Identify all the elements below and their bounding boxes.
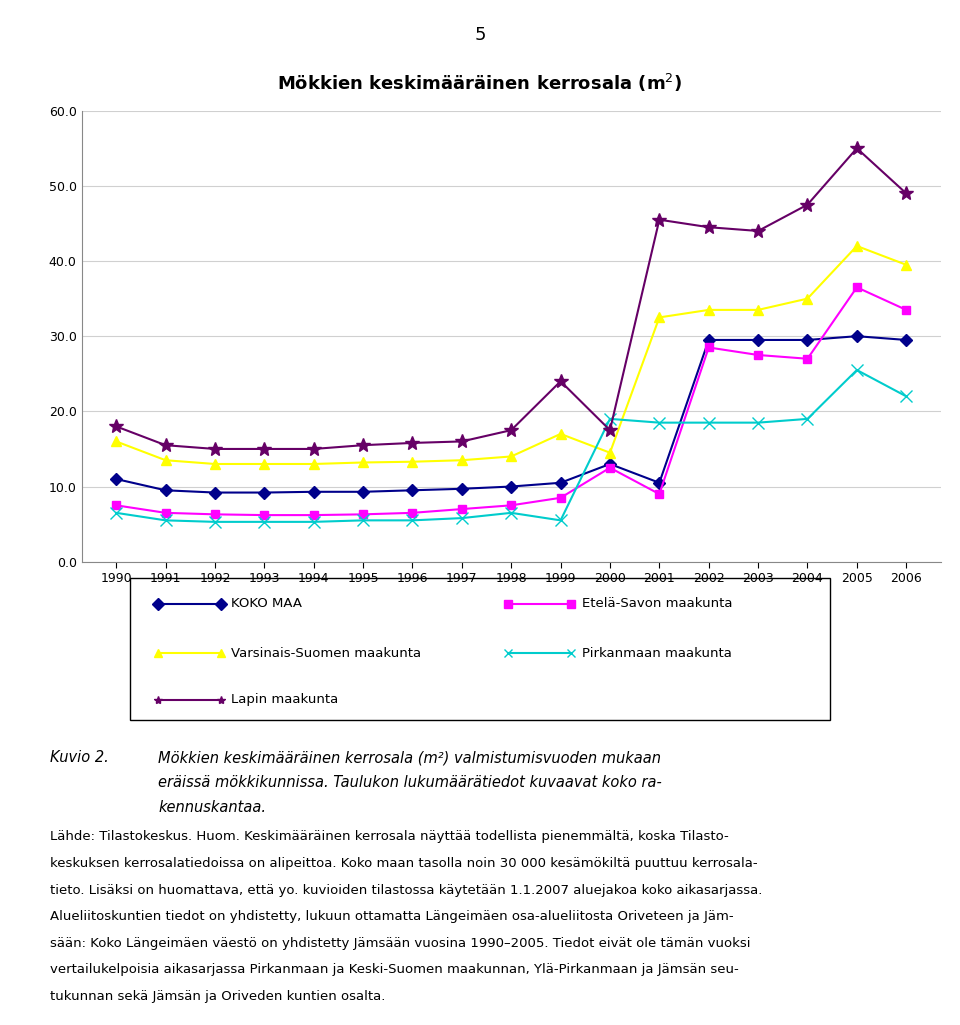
Text: Pirkanmaan maakunta: Pirkanmaan maakunta	[582, 647, 732, 659]
Text: KOKO MAA: KOKO MAA	[231, 597, 302, 610]
Text: Varsinais-Suomen maakunta: Varsinais-Suomen maakunta	[231, 647, 421, 659]
Text: keskuksen kerrosalatiedoissa on alipeittoa. Koko maan tasolla noin 30 000 kesämö: keskuksen kerrosalatiedoissa on alipeitt…	[50, 857, 757, 870]
Text: Mökkien keskimääräinen kerrosala (m²) valmistumisvuoden mukaan: Mökkien keskimääräinen kerrosala (m²) va…	[158, 750, 661, 766]
Text: kennuskantaa.: kennuskantaa.	[158, 800, 266, 815]
Text: Lähde: Tilastokeskus. Huom. Keskimääräinen kerrosala näyttää todellista pienemmä: Lähde: Tilastokeskus. Huom. Keskimääräin…	[50, 830, 729, 844]
Text: tukunnan sekä Jämsän ja Oriveden kuntien osalta.: tukunnan sekä Jämsän ja Oriveden kuntien…	[50, 990, 385, 1003]
Text: eräissä mökkikunnissa. Taulukon lukumäärätiedot kuvaavat koko ra-: eräissä mökkikunnissa. Taulukon lukumäär…	[158, 775, 662, 790]
Text: Alueliitoskuntien tiedot on yhdistetty, lukuun ottamatta Längeimäen osa-alueliit: Alueliitoskuntien tiedot on yhdistetty, …	[50, 910, 733, 924]
Text: Lapin maakunta: Lapin maakunta	[231, 693, 339, 706]
Text: Etelä-Savon maakunta: Etelä-Savon maakunta	[582, 597, 732, 610]
Text: sään: Koko Längeimäen väestö on yhdistetty Jämsään vuosina 1990–2005. Tiedot eiv: sään: Koko Längeimäen väestö on yhdistet…	[50, 937, 751, 950]
Text: vertailukelpoisia aikasarjassa Pirkanmaan ja Keski-Suomen maakunnan, Ylä-Pirkanm: vertailukelpoisia aikasarjassa Pirkanmaa…	[50, 964, 738, 977]
Text: tieto. Lisäksi on huomattava, että yo. kuvioiden tilastossa käytetään 1.1.2007 a: tieto. Lisäksi on huomattava, että yo. k…	[50, 884, 762, 897]
Text: Mökkien keskimääräinen kerrosala (m$^2$): Mökkien keskimääräinen kerrosala (m$^2$)	[277, 72, 683, 94]
Text: Kuvio 2.: Kuvio 2.	[50, 750, 108, 766]
Text: 5: 5	[474, 26, 486, 44]
